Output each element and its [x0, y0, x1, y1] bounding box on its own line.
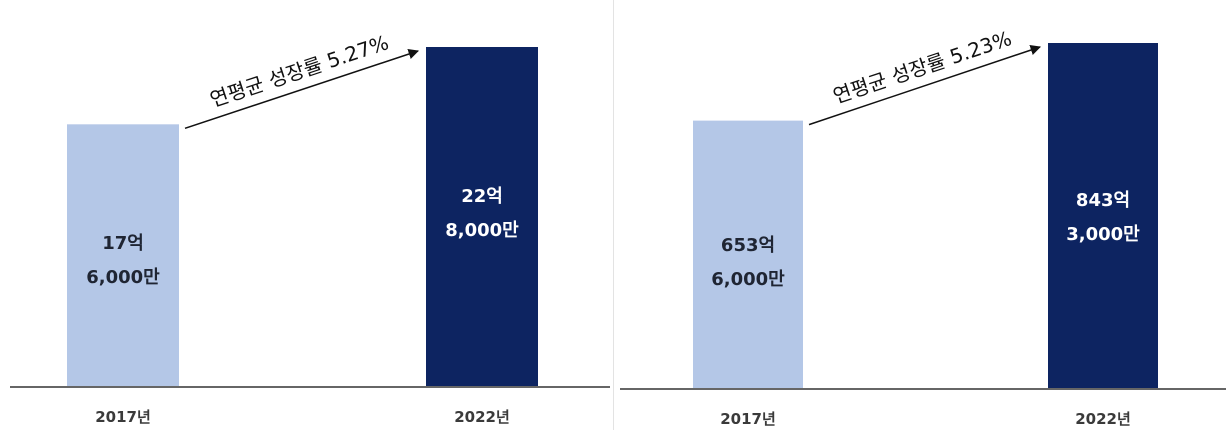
- chart-divider: [613, 0, 614, 430]
- x-tick-label: 2017년: [720, 410, 776, 428]
- bar-2022년: [426, 47, 538, 386]
- bar-value-label: 6,000만: [711, 269, 785, 290]
- chart-right: 653억 6,000만 2017년 843억 3,000만 2022년 연평균 성장률 5.…: [618, 0, 1228, 430]
- bar-value-label: 17억: [102, 233, 144, 254]
- chart-right-svg: 653억 6,000만 2017년 843억 3,000만 2022년 연평균 성장률 5.…: [620, 26, 1226, 428]
- bar-value-label: 843억: [1076, 190, 1130, 211]
- growth-arrow: [184, 48, 419, 130]
- chart-left: 17억 6,000만 2017년 22억 8,000만 2022년 연평균 성장률 5.27…: [0, 0, 610, 430]
- bar-value-label: 653억: [721, 235, 775, 256]
- x-tick-label: 2022년: [454, 408, 510, 426]
- bar-2022년: [1048, 43, 1158, 388]
- growth-arrow: [808, 45, 1041, 126]
- bar-value-label: 3,000만: [1066, 224, 1140, 245]
- growth-annotation: 연평균 성장률 5.23%: [830, 26, 1015, 108]
- bar-2017년: [693, 120, 803, 389]
- bar-2017년: [67, 124, 179, 386]
- x-tick-label: 2022년: [1075, 410, 1131, 428]
- x-tick-label: 2017년: [95, 408, 151, 426]
- bar-value-label: 6,000만: [86, 267, 160, 288]
- growth-annotation: 연평균 성장률 5.27%: [207, 30, 392, 112]
- bar-value-label: 8,000만: [445, 220, 519, 241]
- bar-value-label: 22억: [461, 186, 503, 207]
- chart-left-svg: 17억 6,000만 2017년 22억 8,000만 2022년 연평균 성장률 5.27…: [10, 30, 610, 426]
